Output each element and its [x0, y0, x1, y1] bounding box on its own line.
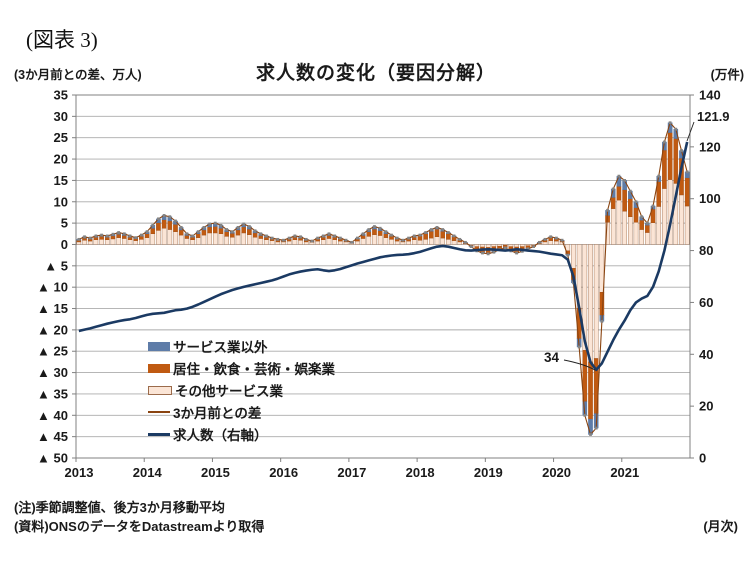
svg-text:▲ 30: ▲ 30 [37, 365, 68, 380]
svg-text:2019: 2019 [474, 465, 503, 480]
svg-text:100: 100 [699, 191, 721, 206]
svg-text:2014: 2014 [133, 465, 163, 480]
svg-text:2016: 2016 [269, 465, 298, 480]
svg-text:140: 140 [699, 88, 721, 103]
svg-text:2013: 2013 [65, 465, 94, 480]
svg-text:2021: 2021 [610, 465, 639, 480]
frequency-note: (月次) [703, 519, 738, 534]
legend-item-job-openings: 求人数（右軸） [148, 423, 335, 445]
svg-text:40: 40 [699, 347, 713, 362]
svg-text:120: 120 [699, 139, 721, 154]
legend-swatch-total-diff-line [148, 411, 170, 413]
right-axis-caption: (万件) [710, 68, 744, 82]
legend-label-job-openings: 求人数（右軸） [173, 428, 268, 443]
footnote-source: (資料)ONSのデータをDatastreamより取得 [14, 519, 265, 534]
legend-item-accommodation-food-arts: 居住・飲食・芸術・娯楽業 [148, 357, 335, 379]
svg-text:30: 30 [54, 109, 68, 124]
chart-title: 求人数の変化（要因分解） [255, 63, 496, 84]
svg-text:▲ 20: ▲ 20 [37, 322, 68, 337]
legend-label-other-services: その他サービス業 [175, 384, 283, 399]
svg-text:▲ 45: ▲ 45 [37, 429, 68, 444]
svg-text:35: 35 [54, 88, 68, 103]
svg-text:60: 60 [699, 295, 713, 310]
svg-text:25: 25 [54, 130, 68, 145]
svg-text:0: 0 [61, 237, 68, 252]
legend-swatch-non-services [148, 341, 170, 351]
legend-item-total-diff: 3か月前との差 [148, 401, 335, 423]
annotation-latest-value: 121.9 [697, 109, 730, 124]
svg-text:15: 15 [54, 173, 68, 188]
legend-label-non-services: サービス業以外 [173, 340, 268, 355]
svg-text:▲ 10: ▲ 10 [37, 280, 68, 295]
svg-text:20: 20 [699, 399, 713, 414]
legend-swatch-accommodation-food-arts [148, 363, 170, 373]
legend-swatch-job-openings-line [148, 432, 170, 436]
svg-text:80: 80 [699, 243, 713, 258]
svg-text:▲ 15: ▲ 15 [37, 301, 68, 316]
legend-swatch-other-services [148, 385, 172, 395]
svg-text:10: 10 [54, 194, 68, 209]
annotation-trough-value: 34 [544, 350, 560, 365]
svg-text:5: 5 [61, 216, 68, 231]
svg-text:▲ 5: ▲ 5 [44, 258, 68, 273]
chart-legend: サービス業以外 居住・飲食・芸術・娯楽業 その他サービス業 3か月前との差 求人… [148, 335, 335, 445]
svg-text:2018: 2018 [406, 465, 435, 480]
svg-text:▲ 35: ▲ 35 [37, 386, 68, 401]
legend-label-total-diff: 3か月前との差 [173, 406, 262, 421]
svg-text:2017: 2017 [337, 465, 366, 480]
footnote-adjustment: (注)季節調整値、後方3か月移動平均 [14, 500, 225, 515]
svg-text:▲ 50: ▲ 50 [37, 451, 68, 466]
svg-text:▲ 40: ▲ 40 [37, 408, 68, 423]
svg-text:2020: 2020 [542, 465, 571, 480]
legend-item-other-services: その他サービス業 [148, 379, 335, 401]
svg-text:20: 20 [54, 152, 68, 167]
svg-text:▲ 25: ▲ 25 [37, 344, 68, 359]
legend-label-accommodation-food-arts: 居住・飲食・芸術・娯楽業 [173, 362, 335, 377]
left-axis-caption: (3か月前との差、万人) [14, 68, 142, 82]
legend-item-non-services: サービス業以外 [148, 335, 335, 357]
figure-label: (図表 3) [26, 28, 98, 52]
svg-text:0: 0 [699, 451, 706, 466]
svg-text:2015: 2015 [201, 465, 230, 480]
